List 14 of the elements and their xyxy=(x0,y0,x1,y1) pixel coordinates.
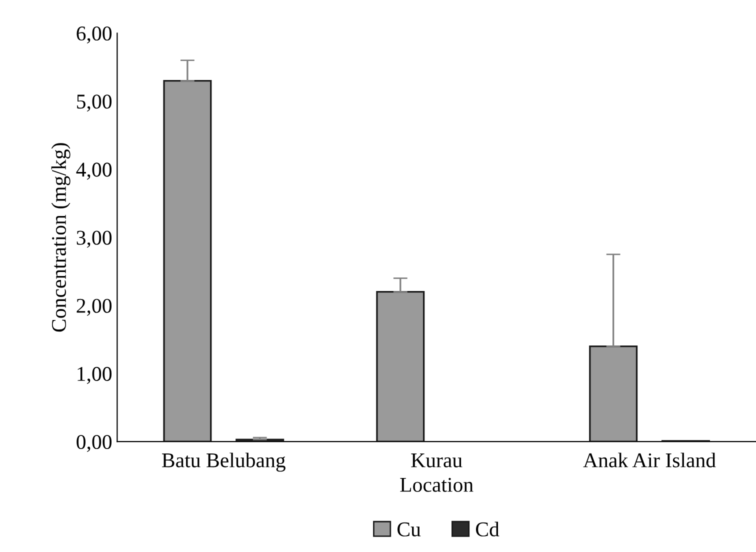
legend-label: Cu xyxy=(398,522,421,536)
y-tick-label: 3,00 xyxy=(76,230,112,248)
y-axis-title: Concentration (mg/kg) xyxy=(51,143,70,332)
y-tick-label: 1,00 xyxy=(78,366,112,384)
y-tick-label: 2,00 xyxy=(76,298,112,316)
x-tick-label: Kurau xyxy=(411,454,462,468)
x-tick-label: Batu Belubang xyxy=(162,452,286,472)
y-tick-label: 6,00 xyxy=(76,26,112,44)
x-tick-label: Anak Air Island xyxy=(583,452,716,468)
legend-label: Cd xyxy=(476,522,500,536)
y-tick-label: 0,00 xyxy=(76,434,112,452)
y-tick-label: 5,00 xyxy=(77,94,112,112)
x-axis-title: Location xyxy=(400,478,474,492)
y-tick-label: 4,00 xyxy=(76,162,112,180)
